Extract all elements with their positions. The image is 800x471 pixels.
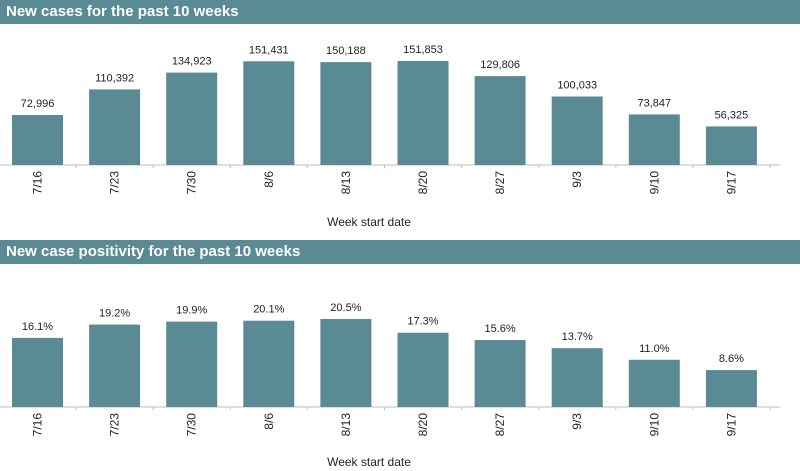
x-tick-label: 9/10 bbox=[647, 413, 661, 437]
bar-7-30 bbox=[166, 321, 218, 407]
new-cases-chart: New cases for the past 10 weeks 72,996 7/… bbox=[0, 0, 800, 235]
new-cases-chart-plot: 72,996 7/16 110,392 7/23 134,923 7/30 151,431 8… bbox=[0, 44, 780, 229]
data-label: 150,188 bbox=[326, 45, 366, 57]
x-tick-label: 9/10 bbox=[647, 171, 661, 195]
bar-9-10 bbox=[628, 114, 680, 165]
bar-9-17 bbox=[705, 126, 757, 165]
x-tick-label: 8/20 bbox=[416, 171, 430, 195]
x-tick-label: 9/17 bbox=[724, 171, 738, 195]
data-label: 16.1% bbox=[22, 321, 53, 333]
x-tick-label: 8/13 bbox=[339, 413, 353, 437]
data-label: 19.9% bbox=[176, 305, 207, 317]
x-tick-label: 8/27 bbox=[493, 413, 507, 437]
x-tick-label: 9/3 bbox=[570, 171, 584, 188]
bar-8-13 bbox=[320, 319, 372, 407]
bar-8-20 bbox=[397, 332, 449, 407]
data-label: 56,325 bbox=[715, 109, 749, 121]
data-label: 151,431 bbox=[249, 44, 289, 56]
data-label: 134,923 bbox=[172, 56, 212, 68]
data-label: 100,033 bbox=[557, 79, 597, 91]
bar-7-23 bbox=[89, 89, 141, 165]
positivity-chart-title: New case positivity for the past 10 week… bbox=[0, 240, 800, 264]
x-tick-label: 8/20 bbox=[416, 413, 430, 437]
bar-7-30 bbox=[166, 72, 218, 165]
x-tick-label: 7/23 bbox=[108, 171, 122, 195]
bar-9-3 bbox=[551, 96, 603, 165]
bar-9-17 bbox=[705, 370, 757, 407]
bar-8-6 bbox=[243, 320, 295, 407]
bar-7-16 bbox=[12, 115, 63, 165]
data-label: 129,806 bbox=[480, 59, 520, 71]
x-tick-label: 8/27 bbox=[493, 171, 507, 195]
x-axis-title: Week start date bbox=[327, 455, 411, 469]
x-tick-label: 7/16 bbox=[31, 413, 45, 437]
data-label: 17.3% bbox=[407, 316, 438, 328]
x-axis-title: Week start date bbox=[327, 215, 411, 229]
bar-8-13 bbox=[320, 62, 372, 165]
data-label: 151,853 bbox=[403, 44, 443, 56]
x-tick-label: 7/30 bbox=[185, 413, 199, 437]
data-label: 8.6% bbox=[719, 353, 744, 365]
bar-9-3 bbox=[551, 348, 603, 407]
data-label: 110,392 bbox=[95, 72, 134, 84]
positivity-chart: New case positivity for the past 10 week… bbox=[0, 240, 800, 471]
bar-8-27 bbox=[474, 76, 526, 165]
bar-9-10 bbox=[628, 359, 680, 407]
x-tick-label: 7/30 bbox=[185, 171, 199, 195]
x-tick-label: 8/6 bbox=[262, 413, 276, 430]
x-tick-label: 9/17 bbox=[724, 413, 738, 437]
data-label: 11.0% bbox=[639, 343, 670, 355]
data-label: 13.7% bbox=[562, 331, 593, 343]
new-cases-chart-title: New cases for the past 10 weeks bbox=[0, 0, 800, 24]
data-label: 19.2% bbox=[99, 308, 130, 320]
positivity-chart-plot: 16.1% 7/16 19.2% 7/23 19.9% 7/30 20.1% 8/6 20.5%… bbox=[0, 302, 780, 469]
data-label: 20.5% bbox=[330, 302, 361, 314]
data-label: 20.1% bbox=[253, 304, 284, 316]
x-tick-label: 8/13 bbox=[339, 171, 353, 195]
data-label: 15.6% bbox=[484, 323, 515, 335]
x-tick-label: 7/16 bbox=[31, 171, 45, 195]
bar-8-20 bbox=[397, 61, 449, 165]
bar-8-6 bbox=[243, 61, 295, 165]
bar-7-16 bbox=[12, 337, 63, 407]
data-label: 73,847 bbox=[637, 97, 671, 109]
data-label: 72,996 bbox=[21, 98, 55, 110]
x-tick-label: 8/6 bbox=[262, 171, 276, 188]
bar-8-27 bbox=[474, 340, 526, 407]
x-tick-label: 9/3 bbox=[570, 413, 584, 430]
bar-7-23 bbox=[89, 324, 141, 407]
x-tick-label: 7/23 bbox=[108, 413, 122, 437]
